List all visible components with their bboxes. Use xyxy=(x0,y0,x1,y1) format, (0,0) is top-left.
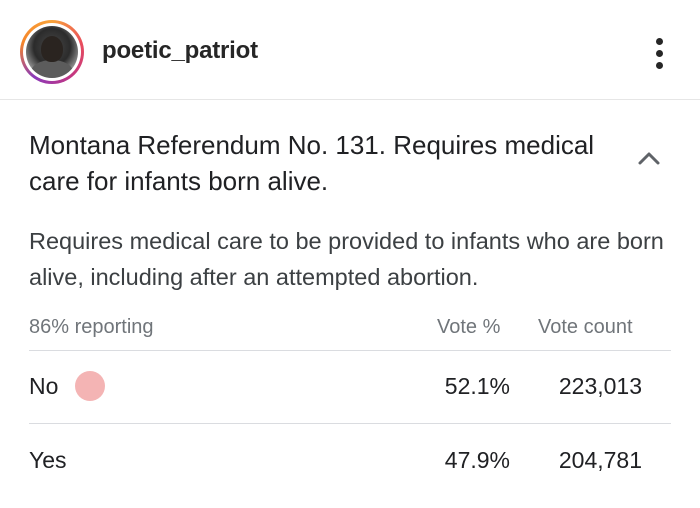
vote-count-header: Vote count xyxy=(538,316,633,338)
more-vertical-icon[interactable] xyxy=(648,36,672,70)
measure-description: Requires medical care to be provided to … xyxy=(29,228,664,290)
username-link[interactable]: poetic_patriot xyxy=(102,37,258,64)
vote-pct: 52.1% xyxy=(444,373,510,399)
avatar[interactable] xyxy=(20,20,84,84)
choice-label: No xyxy=(29,373,59,399)
leading-indicator-dot xyxy=(75,371,105,401)
vote-count: 204,781 xyxy=(558,447,642,473)
post-header: poetic_patriot xyxy=(0,0,700,100)
chevron-up-icon[interactable] xyxy=(634,146,664,170)
reporting-status: 86% reporting xyxy=(29,316,154,338)
vote-count: 223,013 xyxy=(558,373,642,399)
divider xyxy=(29,423,671,424)
divider xyxy=(29,350,671,351)
vote-pct: 47.9% xyxy=(444,447,510,473)
choice-label: Yes xyxy=(29,447,67,473)
user-avatar-photo xyxy=(26,26,78,78)
measure-title: Montana Referendum No. 131. Requires med… xyxy=(29,130,595,196)
vote-pct-header: Vote % xyxy=(437,316,501,338)
